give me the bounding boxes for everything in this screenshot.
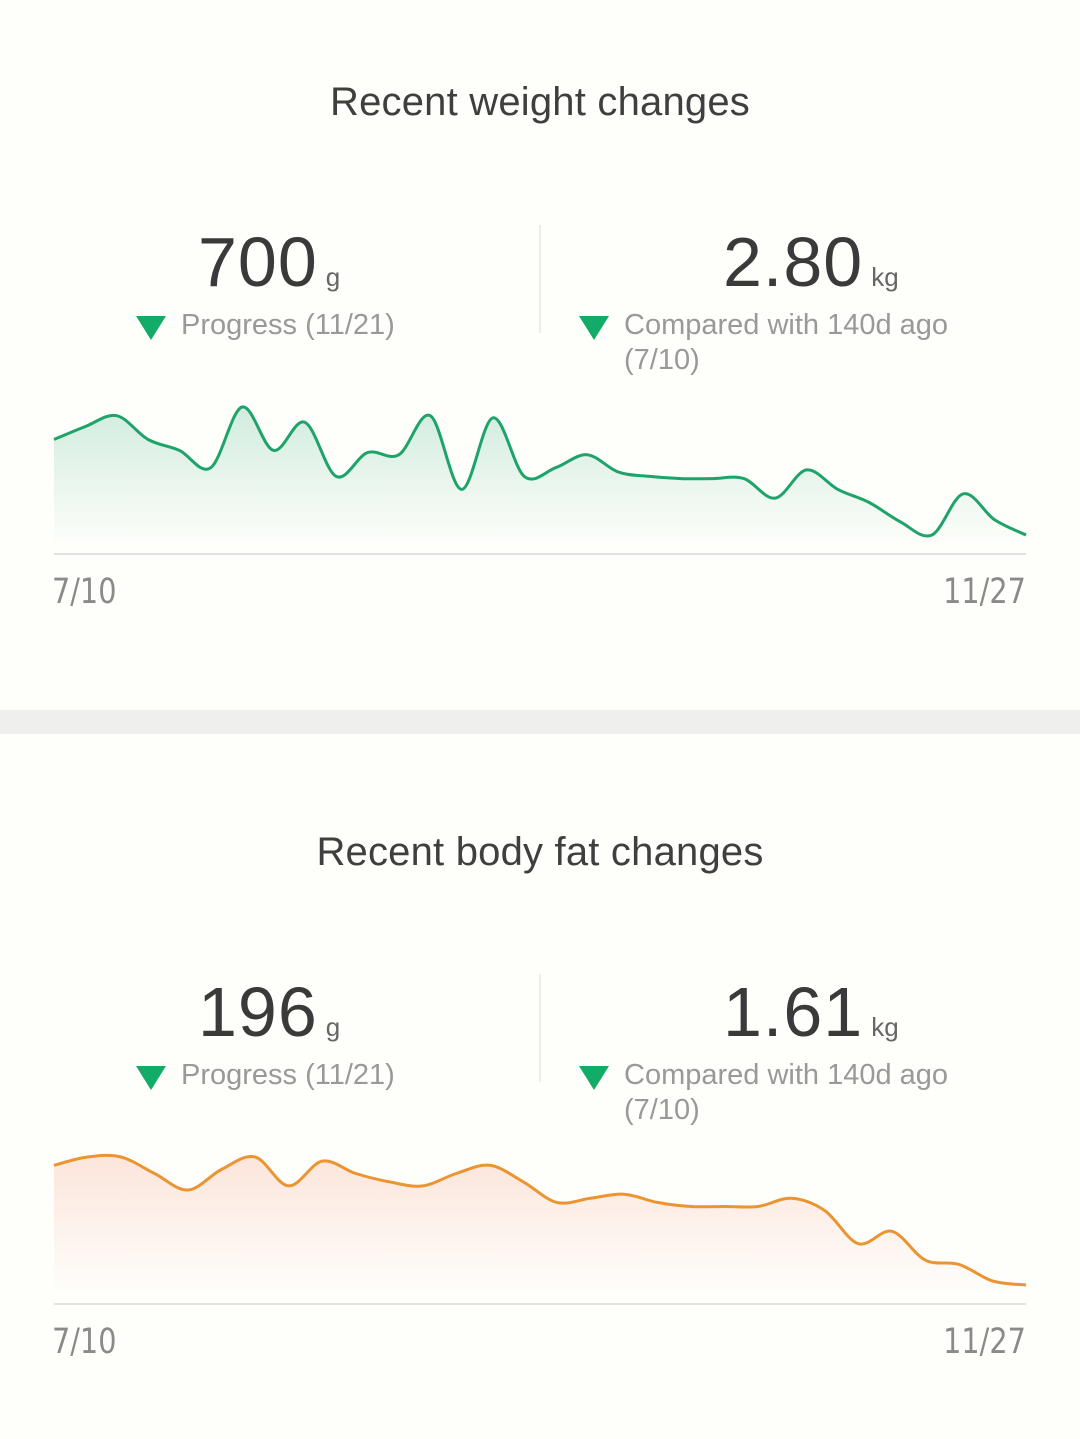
weight-progress-stat: 700 g Progress (11/21) (135, 222, 395, 343)
fat-progress-stat: 196 g Progress (11/21) (135, 972, 395, 1093)
down-triangle-icon (579, 316, 609, 340)
weight-compare-unit: kg (871, 262, 899, 292)
weight-progress-value: 700 (198, 223, 318, 301)
weight-progress-unit: g (325, 262, 341, 292)
fat-compare-stat: 1.61 kg Compared with 140d ago (7/10) (578, 972, 984, 1128)
fat-x-axis (54, 1303, 1026, 1305)
fat-area-fill (54, 1155, 1026, 1295)
weight-area-fill (54, 406, 1026, 545)
weight-compare-caption: Compared with 140d ago (7/10) (624, 309, 949, 376)
fat-progress-caption: Progress (11/21) (181, 1059, 395, 1091)
section-divider (0, 710, 1080, 734)
weight-card-title: Recent weight changes (329, 80, 751, 124)
fat-trend-chart (53, 1153, 1027, 1295)
fat-progress-unit: g (325, 1012, 341, 1042)
weight-x-tick-start: 7/10 (52, 572, 117, 612)
fat-compare-unit: kg (871, 1012, 899, 1042)
weight-trend-chart (53, 405, 1027, 545)
weight-card: Recent weight changes 700 g Progress (11… (0, 0, 1080, 710)
fat-card-title: Recent body fat changes (316, 830, 764, 874)
weight-series-line (53, 405, 1027, 538)
fat-progress-value: 196 (198, 973, 318, 1051)
weight-progress-caption: Progress (11/21) (181, 309, 395, 341)
fat-compare-value: 1.61 (723, 973, 864, 1051)
weight-compare-stat: 2.80 kg Compared with 140d ago (7/10) (578, 222, 984, 378)
weight-compare-value: 2.80 (723, 223, 864, 301)
down-triangle-icon (579, 1066, 609, 1090)
fat-card: Recent body fat changes 196 g Progress (… (0, 734, 1080, 1439)
fat-x-tick-start: 7/10 (52, 1322, 117, 1362)
fat-x-tick-end: 11/27 (943, 1322, 1026, 1362)
down-triangle-icon (136, 1066, 166, 1090)
stat-separator (539, 974, 541, 1082)
fat-compare-caption: Compared with 140d ago (7/10) (624, 1059, 949, 1126)
weight-x-axis (54, 553, 1026, 555)
stat-separator (539, 225, 541, 333)
fat-series-line (53, 1153, 1027, 1287)
weight-x-tick-end: 11/27 (943, 572, 1026, 612)
down-triangle-icon (136, 316, 166, 340)
